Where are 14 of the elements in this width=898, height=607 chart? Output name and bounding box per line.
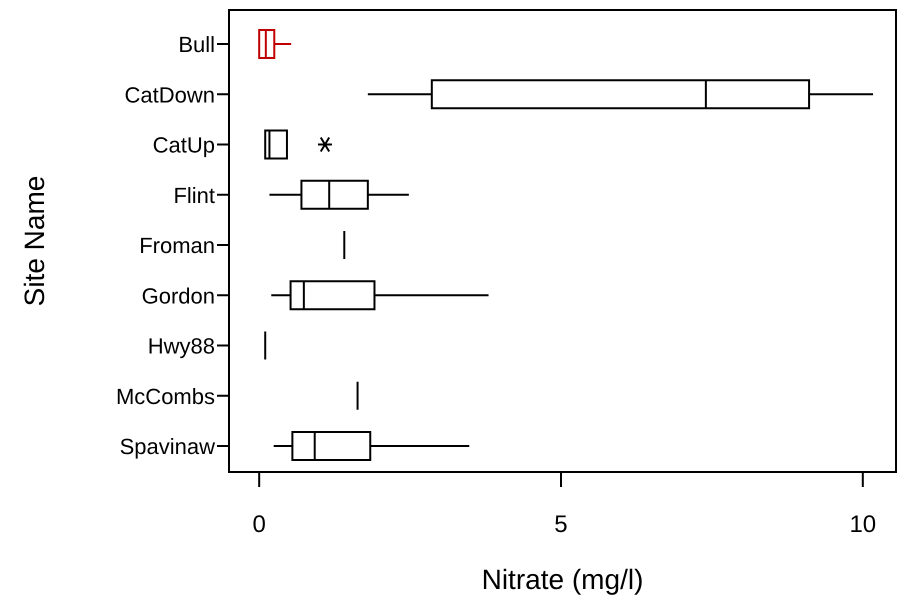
x-axis-title: Nitrate (mg/l) [482, 564, 644, 595]
x-tick-label: 0 [252, 511, 266, 538]
y-tick-label: Hwy88 [148, 334, 215, 358]
y-tick-label: CatDown [124, 82, 215, 108]
x-tick-label: 10 [849, 511, 876, 538]
y-tick-label: McCombs [116, 384, 215, 409]
y-axis-title: Site Name [19, 176, 50, 306]
y-tick-label: CatUp [152, 132, 215, 158]
y-tick-label: Gordon [142, 283, 215, 308]
y-tick-label: Flint [173, 182, 215, 208]
y-tick-label: Spavinaw [120, 434, 216, 459]
y-tick-label: Froman [139, 233, 215, 258]
x-tick-label: 5 [554, 511, 568, 538]
y-tick-label: Bull [178, 32, 215, 57]
